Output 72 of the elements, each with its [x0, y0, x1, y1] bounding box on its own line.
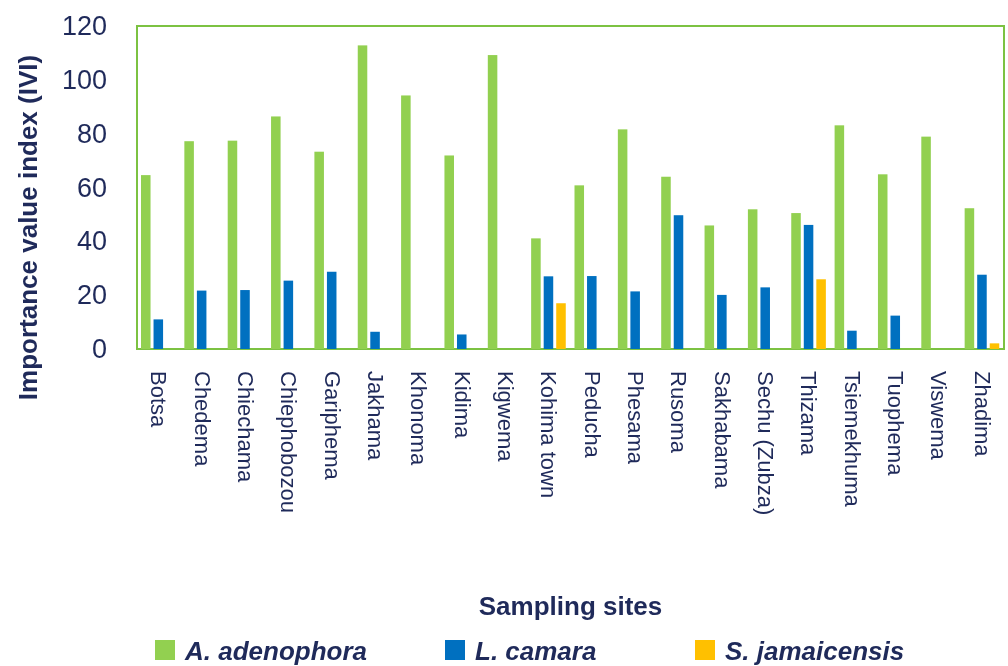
y-tick-label: 20: [76, 280, 107, 311]
bar: [617, 129, 628, 349]
bar: [791, 213, 801, 349]
bar: [141, 175, 151, 349]
bar: [977, 274, 987, 349]
x-tick-label: Phesama: [623, 371, 649, 465]
bar: [877, 174, 888, 349]
bar: [630, 291, 640, 349]
x-tick-label: Zhadima: [969, 371, 995, 458]
x-tick-label: Viswema: [926, 371, 952, 461]
x-tick-label: Rusoma: [666, 371, 692, 454]
bar: [196, 290, 207, 349]
bar: [357, 45, 368, 349]
x-tick-label: Chiechama: [232, 371, 258, 484]
y-tick-label: 80: [76, 118, 107, 149]
x-tick-label: Kohima town: [536, 371, 562, 499]
bar: [989, 343, 1000, 349]
x-tick-label: Chiephobozou: [276, 371, 302, 513]
bar: [587, 276, 597, 349]
x-tick-label: Botsa: [146, 371, 172, 429]
x-tick-label: Kigwema: [492, 371, 518, 463]
bar: [921, 136, 931, 349]
bar: [240, 290, 250, 349]
y-tick-label: 120: [61, 11, 107, 41]
x-tick-label: Khonoma: [406, 371, 432, 466]
bar: [283, 280, 294, 349]
x-axis-title: Sampling sites: [478, 591, 663, 621]
bar: [673, 215, 684, 349]
bar: [834, 125, 845, 349]
y-axis-title: Importance value index (IVI): [13, 54, 43, 401]
legend-label: A. adenophora: [184, 636, 368, 666]
bar: [227, 140, 238, 349]
y-tick-label: 0: [91, 334, 107, 364]
bar: [847, 330, 857, 349]
legend-label: L. camara: [475, 636, 597, 666]
x-tick-label: Kidima: [449, 371, 475, 440]
bar: [803, 224, 814, 349]
bar: [153, 319, 164, 349]
bar: [556, 303, 566, 349]
x-tick-label: Tuophema: [883, 371, 909, 477]
bar: [816, 279, 826, 349]
bar: [487, 55, 498, 349]
bar: [326, 271, 337, 349]
y-tick-label: 100: [61, 64, 107, 95]
y-tick-label: 60: [76, 172, 107, 203]
bar: [717, 294, 727, 349]
bar: [456, 334, 467, 349]
bar: [574, 185, 585, 349]
bar: [444, 155, 454, 349]
bar: [184, 141, 194, 349]
bar: [747, 209, 758, 349]
bar: [543, 276, 554, 349]
bar: [531, 238, 541, 349]
x-tick-label: Sechu (Zubza): [753, 371, 779, 516]
bar: [760, 287, 770, 349]
bar: [314, 151, 324, 349]
bar: [964, 208, 975, 349]
bar: [704, 225, 715, 349]
x-tick-label: Chedema: [189, 371, 215, 468]
bar: [890, 315, 901, 349]
x-tick-label: Peducha: [579, 371, 605, 459]
x-tick-label: Jakhama: [362, 371, 388, 462]
y-tick-label: 40: [76, 226, 107, 257]
bar: [271, 116, 281, 349]
x-tick-label: Gariphema: [319, 371, 345, 481]
x-tick-label: Tsiemekhuma: [839, 371, 865, 508]
x-tick-label: Thizama: [796, 371, 822, 457]
bar: [370, 331, 380, 349]
x-tick-label: Sakhabama: [709, 371, 735, 490]
bar: [401, 95, 411, 349]
legend-label: S. jamaicensis: [725, 636, 905, 666]
bar: [661, 176, 671, 349]
